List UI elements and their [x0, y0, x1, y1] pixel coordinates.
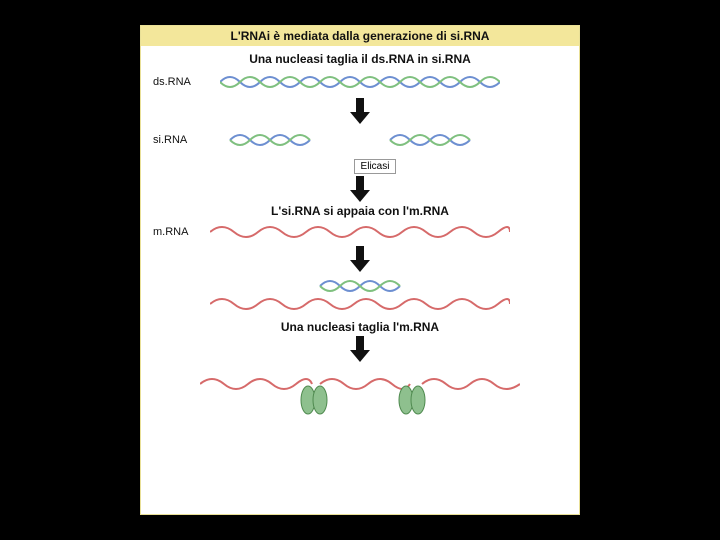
dsrna-label: ds.RNA	[153, 76, 191, 88]
sirna-fragments	[141, 128, 579, 152]
hybrid-row	[141, 276, 579, 316]
sirna-label: si.RNA	[153, 134, 187, 146]
cleaved-row	[141, 370, 579, 418]
arrow-3	[141, 246, 579, 272]
elicasi-label: Elicasi	[354, 159, 397, 174]
step1-title: Una nucleasi taglia il ds.RNA in si.RNA	[141, 52, 579, 66]
arrow-4	[141, 336, 579, 362]
cleaved-mrna	[141, 370, 579, 418]
dsrna-row: ds.RNA	[141, 70, 579, 94]
elicasi-row: Elicasi	[141, 156, 579, 174]
mrna-row: m.RNA	[141, 222, 579, 242]
sirna-row: si.RNA	[141, 128, 579, 152]
hybrid-strand	[141, 276, 579, 316]
arrow-2	[141, 176, 579, 202]
mrna-strand	[141, 222, 579, 242]
step2-title: L'si.RNA si appaia con l'm.RNA	[141, 204, 579, 218]
arrow-1	[141, 98, 579, 124]
main-title: L'RNAi è mediata dalla generazione di si…	[141, 26, 579, 46]
dsrna-helix	[141, 70, 579, 94]
step3-title: Una nucleasi taglia l'm.RNA	[141, 320, 579, 334]
mrna-label: m.RNA	[153, 226, 188, 238]
diagram-panel: L'RNAi è mediata dalla generazione di si…	[140, 25, 580, 515]
